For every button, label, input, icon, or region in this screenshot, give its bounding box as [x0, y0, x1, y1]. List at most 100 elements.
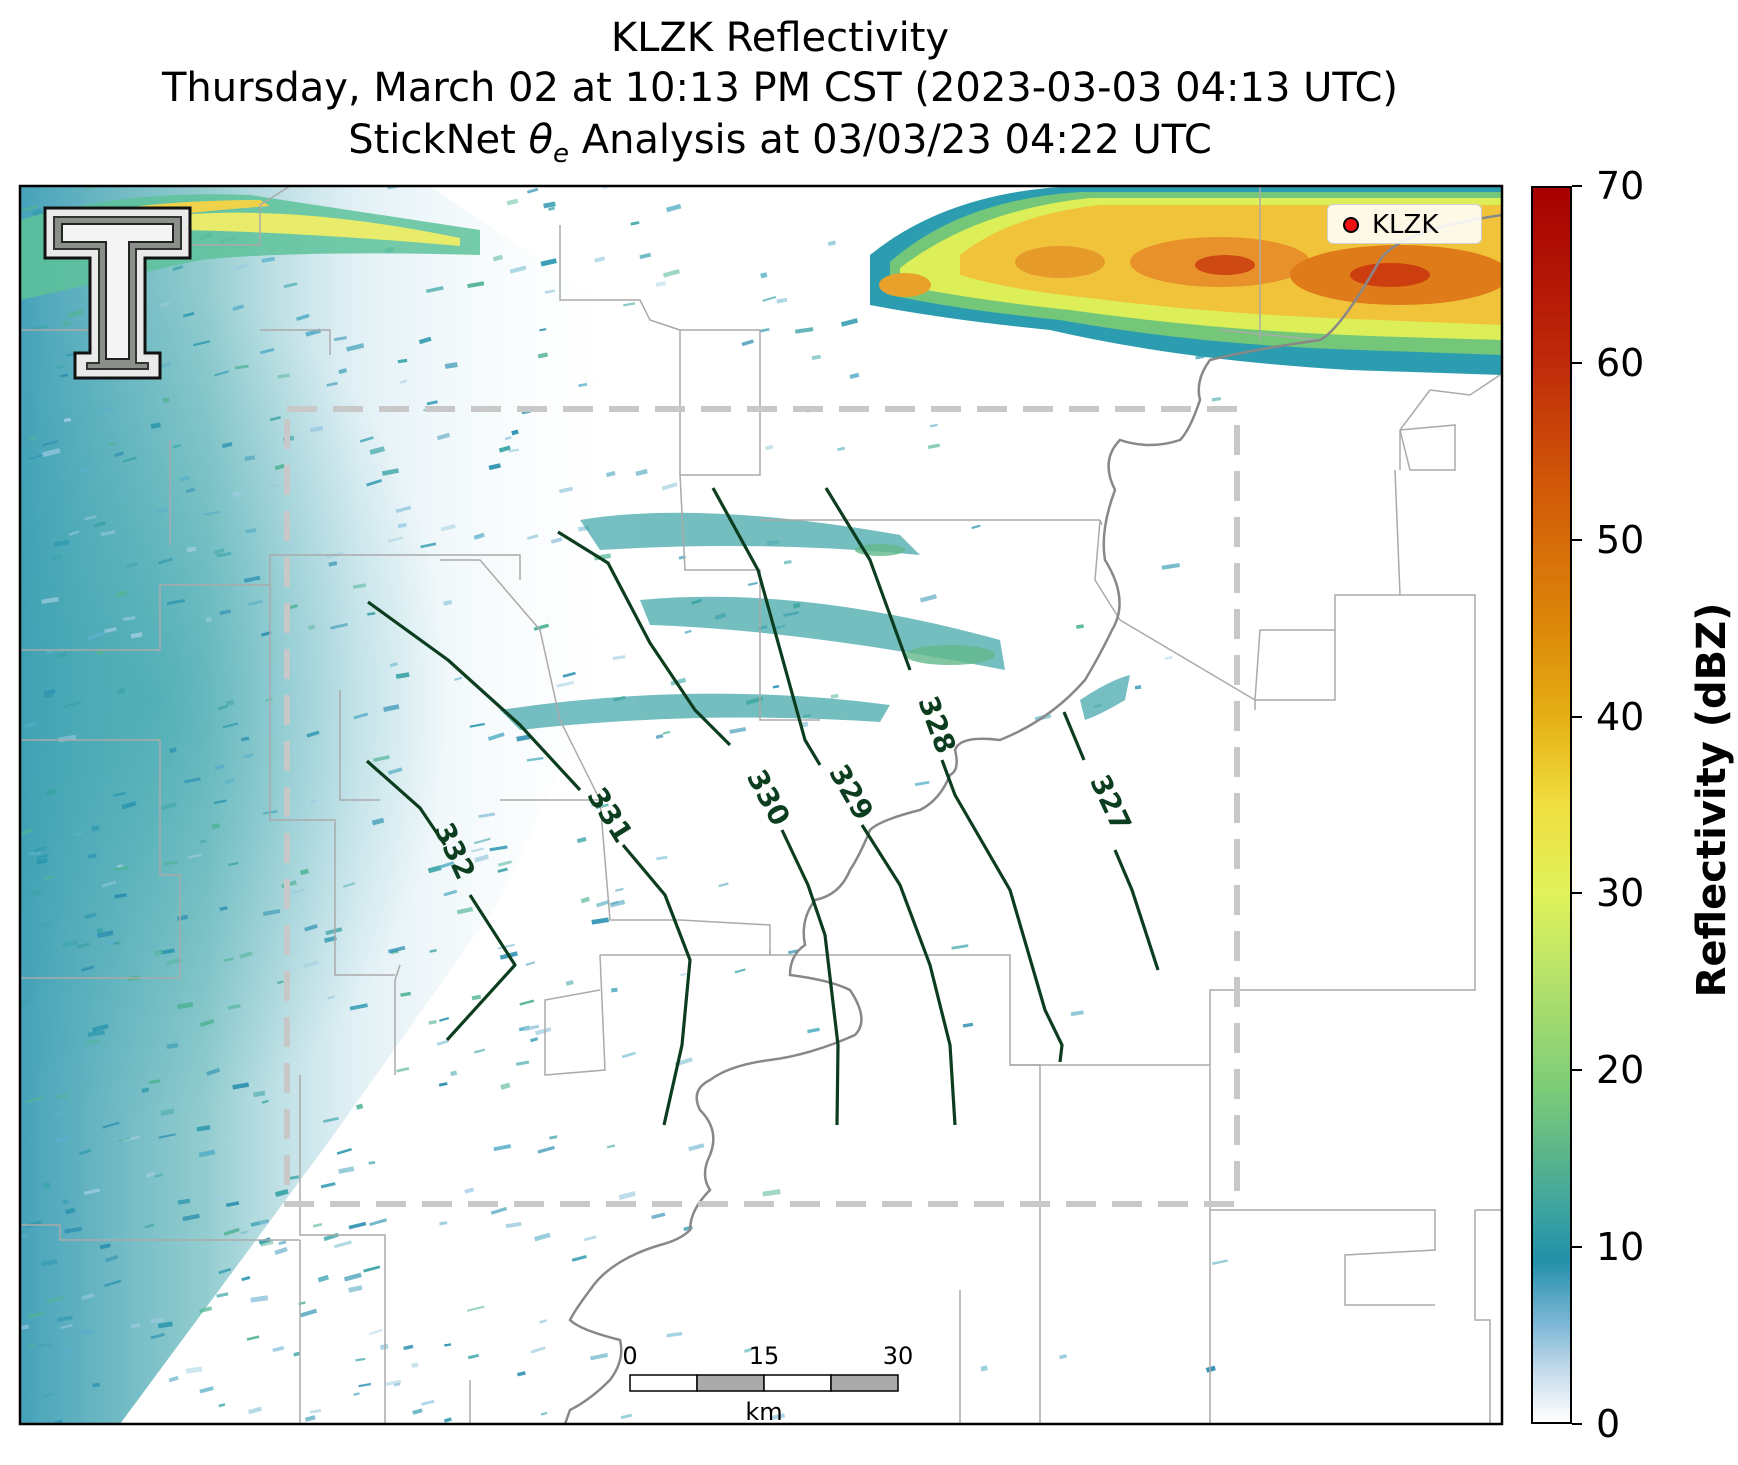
echo-speckle — [426, 400, 438, 406]
echo-speckle — [177, 1198, 191, 1205]
echo-speckle — [217, 704, 228, 711]
echo-speckle — [583, 1235, 597, 1242]
echo-speckle — [519, 999, 535, 1006]
echo-speckle — [830, 693, 839, 699]
echo-speckle — [729, 726, 747, 734]
echo-speckle — [571, 1254, 587, 1262]
colorbar-tick-mark — [1572, 892, 1582, 895]
echo-speckle — [530, 1346, 546, 1354]
echo-speckle — [788, 949, 798, 955]
echo-speckle — [211, 823, 220, 830]
echo-speckle — [718, 882, 729, 888]
echo-speckle — [33, 846, 47, 853]
echo-speckle — [420, 542, 437, 549]
echo-speckle — [81, 1293, 95, 1301]
echo-speckle — [219, 906, 228, 911]
echo-speckle — [565, 979, 574, 986]
echo-speckle — [811, 354, 822, 361]
echo-speckle — [412, 1408, 423, 1415]
echo-speckle — [116, 864, 124, 868]
theta-subscript: e — [552, 139, 569, 169]
echo-speckle — [223, 957, 234, 962]
echo-speckle — [556, 680, 575, 688]
echo-speckle — [182, 1213, 200, 1222]
echo-speckle — [770, 1413, 786, 1421]
echo-speckle — [114, 866, 129, 872]
echo-speckle — [150, 422, 162, 430]
echo-speckle — [436, 432, 451, 441]
echo-speckle — [369, 1328, 383, 1336]
echo-speckle — [232, 1082, 250, 1090]
echo-speckle — [651, 1212, 666, 1220]
echo-speckle — [747, 581, 758, 587]
colorbar-tick-mark — [1572, 361, 1582, 364]
echo-speckle — [509, 265, 527, 274]
echo-speckle — [104, 1279, 122, 1288]
colorbar-tick-mark — [1572, 1069, 1582, 1072]
echo-speckle — [101, 880, 117, 888]
echo-speckle — [525, 961, 536, 966]
colorbar-tick-label: 70 — [1596, 164, 1645, 208]
echo-speckle — [661, 482, 678, 491]
echo-speckle — [243, 753, 254, 759]
echo-speckle — [951, 944, 969, 950]
echo-speckle — [166, 599, 186, 606]
echo-speckle — [387, 536, 404, 543]
echo-speckle — [150, 1332, 165, 1340]
title-line-1: KLZK Reflectivity — [610, 15, 950, 61]
echo-speckle — [474, 1048, 486, 1054]
echo-speckle — [1205, 1365, 1216, 1373]
echo-speckle — [55, 1093, 70, 1100]
echo-speckle — [114, 590, 128, 598]
echo-speckle — [243, 575, 261, 583]
echo-speckle — [537, 1145, 555, 1154]
echo-speckle — [381, 468, 399, 476]
title-line-3: StickNet θe Analysis at 03/03/23 04:22 U… — [0, 118, 1560, 176]
echo-speckle — [387, 767, 403, 775]
echo-speckle — [971, 524, 981, 530]
echo-speckle — [43, 1182, 51, 1189]
echo-speckle — [79, 1149, 92, 1156]
echo-speckle — [363, 1265, 381, 1273]
echo-speckle — [320, 1182, 336, 1189]
echo-speckle — [154, 506, 169, 515]
colorbar-tick-label: 50 — [1596, 517, 1645, 562]
echo-speckle — [743, 1347, 753, 1353]
echo-speckle — [96, 927, 104, 934]
echo-speckle — [227, 1003, 241, 1010]
echo-speckle — [253, 1090, 266, 1098]
echo-speckle — [121, 1135, 141, 1142]
echo-speckle — [300, 1308, 318, 1318]
contour-330 — [557, 530, 840, 1126]
echo-speckle — [306, 730, 320, 738]
echo-speckle — [490, 1206, 508, 1215]
echo-speckle — [612, 655, 626, 660]
echo-speckle — [327, 995, 335, 1000]
echo-speckle — [369, 1218, 388, 1227]
echo-speckle — [157, 1321, 173, 1329]
echo-speckle — [20, 999, 28, 1004]
colorbar — [1531, 186, 1572, 1424]
echo-speckle — [621, 1051, 636, 1059]
county-boundaries — [20, 186, 1502, 1424]
echo-speckle — [438, 861, 455, 869]
echo-speckle — [260, 1239, 274, 1247]
echo-speckle — [511, 429, 519, 436]
echo-speckle — [244, 455, 256, 461]
echo-speckle — [267, 483, 279, 488]
echo-speckle — [849, 372, 860, 379]
echo-speckle — [259, 1220, 268, 1226]
echo-speckle — [277, 373, 290, 379]
echo-speckle — [635, 468, 648, 477]
echo-speckle — [43, 688, 56, 696]
echo-speckle — [562, 671, 576, 678]
echo-speckle — [326, 381, 338, 387]
echo-speckle — [534, 1026, 552, 1036]
echo-speckle — [56, 1315, 73, 1322]
echo-speckle — [605, 470, 616, 478]
echo-speckle — [79, 466, 91, 473]
echo-speckle — [56, 651, 67, 659]
echo-speckle — [61, 940, 79, 948]
echo-speckle — [425, 286, 444, 294]
echo-speckle — [471, 994, 482, 1001]
